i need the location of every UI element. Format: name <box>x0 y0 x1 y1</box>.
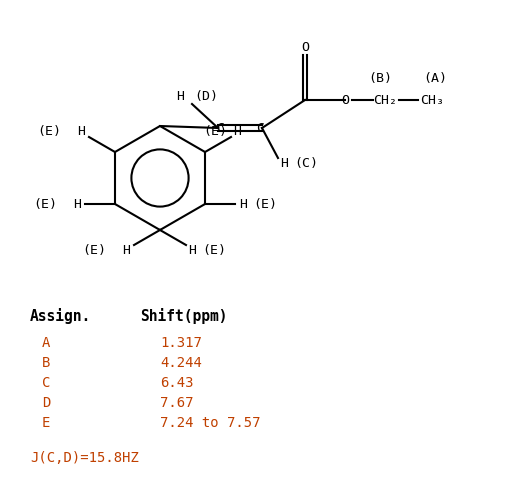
Text: (E): (E) <box>33 198 57 211</box>
Text: (E): (E) <box>82 244 106 256</box>
Text: H: H <box>122 244 130 256</box>
Text: CH₃: CH₃ <box>420 94 444 107</box>
Text: 1.317: 1.317 <box>160 336 202 350</box>
Text: (A): (A) <box>423 72 447 85</box>
Text: O: O <box>341 94 349 107</box>
Text: H: H <box>188 244 196 256</box>
Text: B: B <box>42 356 50 370</box>
Text: (E): (E) <box>203 124 227 137</box>
Text: (D): (D) <box>194 90 218 103</box>
Text: C: C <box>216 122 224 134</box>
Text: (C): (C) <box>294 156 318 169</box>
Text: 4.244: 4.244 <box>160 356 202 370</box>
Text: H: H <box>233 124 241 137</box>
Text: H: H <box>73 198 81 211</box>
Text: C: C <box>256 122 264 134</box>
Text: Shift(ppm): Shift(ppm) <box>140 308 228 324</box>
Text: H: H <box>239 198 247 211</box>
Text: H: H <box>280 156 288 169</box>
Text: C: C <box>42 376 50 390</box>
Text: (E): (E) <box>37 124 61 137</box>
Text: CH₂: CH₂ <box>373 94 397 107</box>
Text: O: O <box>301 40 309 53</box>
Text: H: H <box>77 124 85 137</box>
Text: 6.43: 6.43 <box>160 376 193 390</box>
Text: J(C,D)=15.8HZ: J(C,D)=15.8HZ <box>30 451 139 465</box>
Text: D: D <box>42 396 50 410</box>
Text: E: E <box>42 416 50 430</box>
Text: A: A <box>42 336 50 350</box>
Text: (E): (E) <box>253 198 277 211</box>
Text: 7.24 to 7.57: 7.24 to 7.57 <box>160 416 260 430</box>
Text: (B): (B) <box>368 72 392 85</box>
Text: (E): (E) <box>202 244 226 256</box>
Text: H: H <box>176 90 184 103</box>
Text: Assign.: Assign. <box>30 308 91 324</box>
Text: 7.67: 7.67 <box>160 396 193 410</box>
